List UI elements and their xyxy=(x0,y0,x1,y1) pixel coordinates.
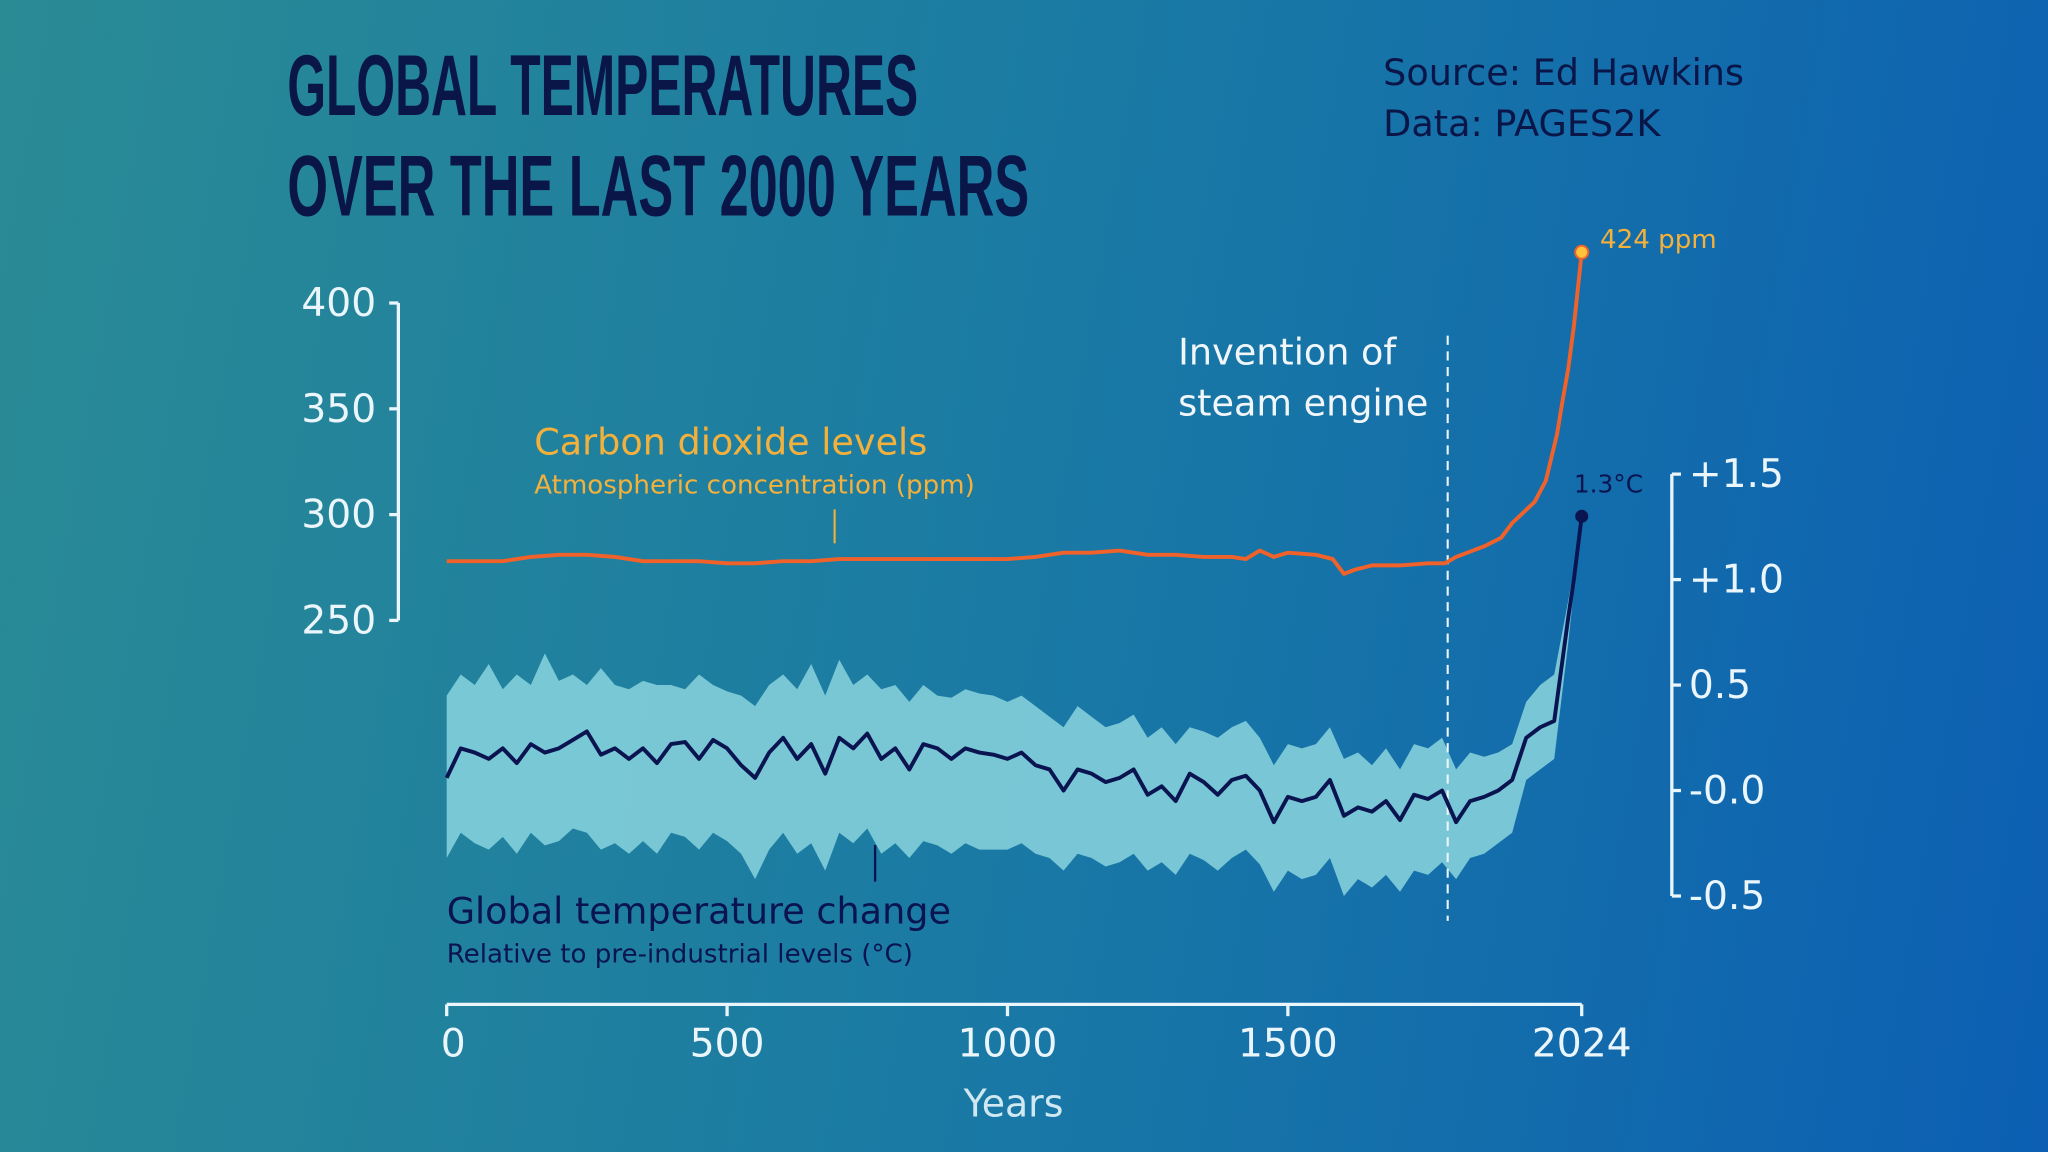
left-axis-tick-label: 250 xyxy=(301,598,376,643)
temperature-end-value-label: 1.3°C xyxy=(1574,469,1643,498)
co2-series-line xyxy=(446,252,1584,576)
right-axis-tick-label: -0.5 xyxy=(1689,874,1765,919)
left-axis-tick-label: 400 xyxy=(301,281,376,326)
co2-series-subtitle: Atmospheric concentration (ppm) xyxy=(534,471,975,501)
right-axis-tick-label: -0.0 xyxy=(1689,769,1765,814)
right-axis-tick-label: +1.0 xyxy=(1689,558,1784,603)
left-axis-tick-label: 350 xyxy=(301,387,376,432)
chart-title-line1: GLOBAL TEMPERATURES xyxy=(287,38,918,134)
temperature-uncertainty-band xyxy=(446,516,1582,896)
x-axis-tick-label: 500 xyxy=(690,1022,765,1067)
temperature-series-subtitle: Relative to pre-industrial levels (°C) xyxy=(447,940,913,970)
chart-title-line2: OVER THE LAST 2000 YEARS xyxy=(287,139,1029,235)
right-axis-temperature: +1.5 +1.0 0.5 -0.0 -0.5 xyxy=(1670,452,1784,919)
co2-end-value-label: 424 ppm xyxy=(1600,225,1717,255)
co2-end-point xyxy=(1574,244,1590,260)
source-credit: Source: Ed Hawkins xyxy=(1383,51,1744,94)
left-axis-co2: 400 350 300 250 xyxy=(301,281,400,643)
x-axis-tick-label: 2024 xyxy=(1532,1022,1632,1067)
steam-engine-label-line1: Invention of xyxy=(1178,330,1397,373)
x-axis-label: Years xyxy=(963,1082,1064,1126)
right-axis-tick-label: 0.5 xyxy=(1689,663,1751,708)
temperature-series-line xyxy=(444,516,1584,825)
right-axis-tick-label: +1.5 xyxy=(1689,452,1784,497)
x-axis-years: 0 500 1000 1500 2024 xyxy=(441,1002,1632,1067)
temperature-end-point xyxy=(1575,509,1589,523)
x-axis-tick-label: 0 xyxy=(441,1022,466,1067)
x-axis-tick-label: 1500 xyxy=(1238,1022,1338,1067)
co2-series-label: Carbon dioxide levels xyxy=(534,421,927,464)
steam-engine-label-line2: steam engine xyxy=(1178,381,1428,424)
left-axis-tick-label: 300 xyxy=(301,493,376,538)
x-axis-tick-label: 1000 xyxy=(958,1022,1058,1067)
temperature-series-label: Global temperature change xyxy=(447,889,951,932)
data-credit: Data: PAGES2K xyxy=(1383,102,1661,145)
